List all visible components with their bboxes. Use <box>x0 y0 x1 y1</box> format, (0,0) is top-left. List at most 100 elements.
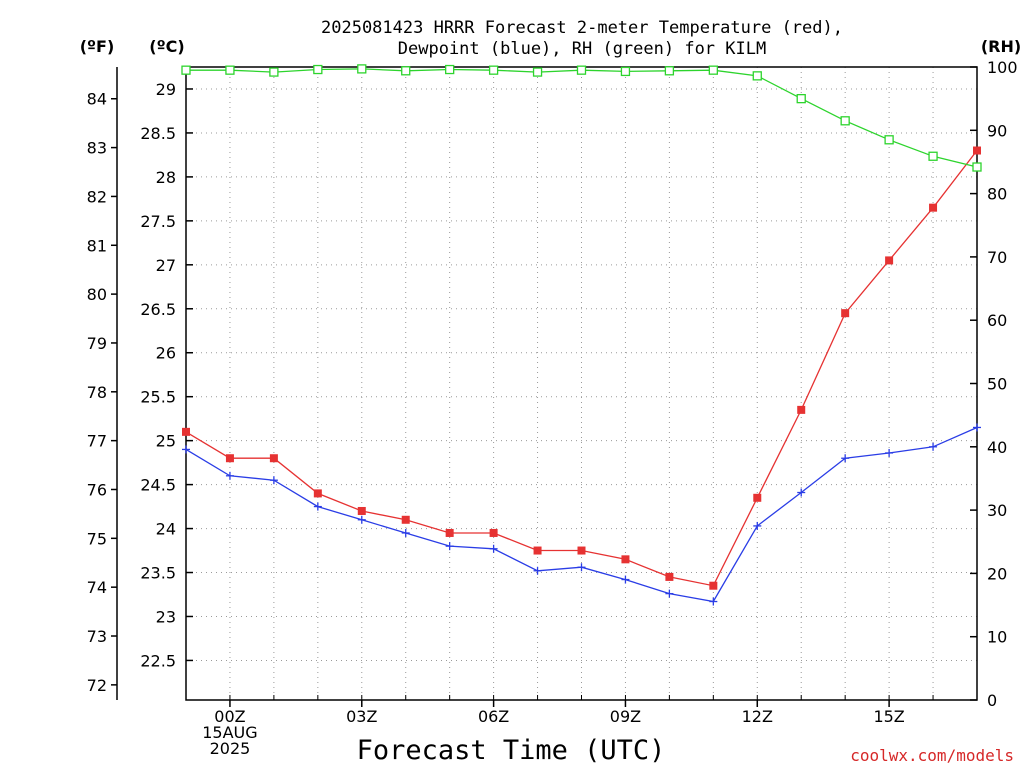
chart-axes <box>111 66 978 707</box>
fahrenheit-tick-label: 77 <box>87 432 107 451</box>
rh-point <box>401 66 411 76</box>
fahrenheit-tick-label: 73 <box>87 627 107 646</box>
rh-axis-label: (RH) <box>981 37 1021 56</box>
fahrenheit-tick-label: 82 <box>87 187 107 206</box>
fahrenheit-tick-label: 78 <box>87 383 107 402</box>
fahrenheit-tick-label: 79 <box>87 334 107 353</box>
x-tick-label: 00Z 15AUG 2025 <box>202 707 257 758</box>
temperature-point <box>182 427 190 436</box>
rh-point <box>752 71 762 81</box>
fahrenheit-tick-label: 74 <box>87 578 107 597</box>
rh-tick-label: 40 <box>987 438 1007 457</box>
temperature-point <box>533 546 542 555</box>
rh-tick-label: 80 <box>987 185 1007 204</box>
rh-point <box>708 65 718 75</box>
dewpoint-point <box>929 442 938 451</box>
rh-point <box>972 162 982 172</box>
rh-point <box>928 151 938 161</box>
temperature-point <box>797 405 806 414</box>
temperature-point <box>929 203 938 212</box>
rh-tick-label: 0 <box>987 691 997 710</box>
celsius-tick-label: 25 <box>156 432 176 451</box>
fahrenheit-tick-label: 72 <box>87 676 107 695</box>
celsius-tick-label: 27.5 <box>140 212 176 231</box>
fahrenheit-tick-label: 81 <box>87 236 107 255</box>
rh-point <box>840 116 850 126</box>
temperature-point <box>445 528 454 537</box>
rh-tick-label: 50 <box>987 375 1007 394</box>
temperature-point <box>269 454 278 463</box>
rh-point <box>532 67 543 77</box>
celsius-tick-label: 23 <box>156 607 176 626</box>
rh-point <box>357 64 367 74</box>
plot-frame <box>185 66 978 701</box>
dewpoint-point <box>577 563 586 572</box>
celsius-tick-label: 23.5 <box>140 564 176 583</box>
x-tick-label-line: 2025 <box>210 739 251 758</box>
x-tick-label-line: 15AUG <box>202 723 257 742</box>
dewpoint-point <box>269 476 278 485</box>
fahrenheit-axis-label: (ºF) <box>80 37 115 56</box>
temperature-point <box>577 546 586 555</box>
rh-point <box>313 64 323 75</box>
temperature-point <box>313 489 322 498</box>
rh-point <box>445 64 455 75</box>
celsius-tick-label: 28 <box>156 168 176 187</box>
dewpoint-point <box>357 515 366 524</box>
dewpoint-point <box>445 542 454 551</box>
rh-point <box>181 65 191 75</box>
rh-tick-label: 60 <box>987 311 1007 330</box>
celsius-tick-label: 22.5 <box>140 651 176 670</box>
temperature-point <box>621 555 630 564</box>
x-tick-label-line: 00Z <box>214 707 245 726</box>
x-tick-label-line: 06Z <box>478 707 509 726</box>
site-credit: coolwx.com/models <box>850 746 1014 765</box>
x-tick-label: 09Z <box>610 707 641 726</box>
temperature-point <box>973 146 981 155</box>
dewpoint-point <box>973 423 981 432</box>
x-tick-label-line: 12Z <box>742 707 773 726</box>
temperature-point <box>885 256 894 265</box>
rh-tick-label: 100 <box>987 58 1018 77</box>
temperature-point <box>225 454 234 463</box>
chart-title-line-1: 2025081423 HRRR Forecast 2-meter Tempera… <box>321 18 843 38</box>
celsius-tick-label: 24 <box>156 520 176 539</box>
x-tick-label-line: 03Z <box>346 707 377 726</box>
dewpoint-point <box>401 528 410 537</box>
x-tick-label: 03Z <box>346 707 377 726</box>
rh-point <box>884 135 894 145</box>
dewpoint-point <box>665 589 674 598</box>
rh-point <box>225 65 235 75</box>
celsius-tick-label: 29 <box>156 80 176 99</box>
temperature-point <box>753 493 762 502</box>
rh-point <box>576 65 587 75</box>
dewpoint-point <box>621 575 630 584</box>
fahrenheit-tick-label: 76 <box>87 480 107 499</box>
fahrenheit-tick-label: 84 <box>87 90 107 109</box>
chart-title-line-2: Dewpoint (blue), RH (green) for KILM <box>398 39 766 59</box>
dewpoint-point <box>885 448 894 457</box>
fahrenheit-tick-label: 83 <box>87 139 107 158</box>
temperature-line <box>185 150 978 587</box>
celsius-tick-label: 24.5 <box>140 476 176 495</box>
tick-labels: 22.5 23 23.5 24 24.5 25 25.5 26 26.5 27 27.5 28 28.5… <box>87 58 1018 758</box>
dewpoint-point <box>489 544 498 553</box>
rh-point <box>269 67 279 77</box>
x-tick-label-line: 09Z <box>610 707 641 726</box>
x-tick-label: 15Z <box>873 707 904 726</box>
fahrenheit-tick-label: 80 <box>87 285 107 304</box>
temperature-point <box>489 528 498 537</box>
dewpoint-point <box>841 454 850 463</box>
rh-point <box>664 66 675 76</box>
dewpoint-point <box>753 521 762 530</box>
rh-tick-label: 10 <box>987 628 1007 647</box>
dewpoint-line <box>185 426 978 603</box>
temperature-point <box>841 309 850 318</box>
rh-tick-label: 70 <box>987 248 1007 267</box>
dewpoint-point <box>225 471 234 480</box>
temperature-point <box>357 506 366 515</box>
celsius-tick-label: 25.5 <box>140 388 176 407</box>
x-tick-label: 06Z <box>478 707 509 726</box>
dewpoint-point <box>182 445 190 454</box>
